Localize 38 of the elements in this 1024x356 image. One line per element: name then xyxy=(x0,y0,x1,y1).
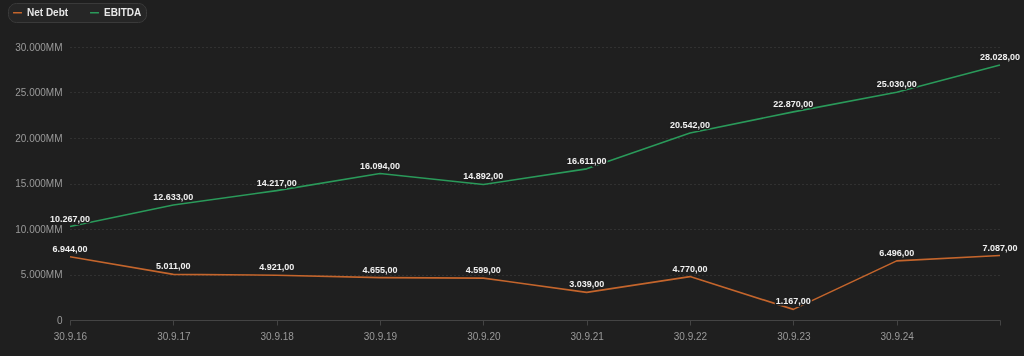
data-label: 10.267,00 xyxy=(49,213,91,224)
x-tick-label: 30.9.21 xyxy=(570,330,605,342)
data-label: 7.087,00 xyxy=(982,242,1018,253)
data-label: 5.011,00 xyxy=(156,261,191,272)
data-label: 4.655,00 xyxy=(362,264,398,275)
y-tick-label: 20.000MM xyxy=(15,132,63,144)
legend-label: EBITDA xyxy=(104,6,142,18)
data-label: 28.028,00 xyxy=(979,51,1021,62)
data-label: 12.633,00 xyxy=(153,192,194,203)
data-label: 22.870,00 xyxy=(773,98,814,109)
x-tick-label: 30.9.18 xyxy=(260,330,295,342)
x-tick-label: 30.9.22 xyxy=(673,330,708,342)
data-label: 16.611,00 xyxy=(566,155,607,166)
legend-label: Net Debt xyxy=(27,6,69,18)
data-label: 3.039,00 xyxy=(569,279,605,290)
y-tick-label: 25.000MM xyxy=(15,87,63,98)
x-tick-label: 30.9.24 xyxy=(880,330,915,342)
x-tick-label: 30.9.19 xyxy=(363,330,398,342)
x-tick-label: 30.9.17 xyxy=(157,330,191,342)
data-label: 16.094,00 xyxy=(359,160,401,171)
x-tick-label: 30.9.23 xyxy=(777,330,811,342)
x-tick-label: 30.9.16 xyxy=(53,330,88,342)
y-tick-label: 15.000MM xyxy=(15,178,63,189)
data-label: 14.217,00 xyxy=(256,177,297,188)
y-tick-label: 30.000MM xyxy=(15,41,63,53)
data-label: 1.167,00 xyxy=(775,296,811,307)
data-label: 4.770,00 xyxy=(672,263,708,274)
data-label: 14.892,00 xyxy=(463,171,504,182)
y-tick-label: 5.000MM xyxy=(20,269,63,280)
data-label: 6.944,00 xyxy=(52,243,88,254)
data-label: 4.921,00 xyxy=(259,262,295,273)
data-label: 6.496,00 xyxy=(879,247,915,258)
data-label: 25.030,00 xyxy=(876,79,917,90)
data-label: 20.542,00 xyxy=(669,120,711,131)
y-tick-label: 0 xyxy=(56,314,63,326)
data-label: 4.599,00 xyxy=(465,265,501,276)
y-tick-label: 10.000MM xyxy=(15,223,63,235)
x-tick-label: 30.9.20 xyxy=(467,330,501,342)
